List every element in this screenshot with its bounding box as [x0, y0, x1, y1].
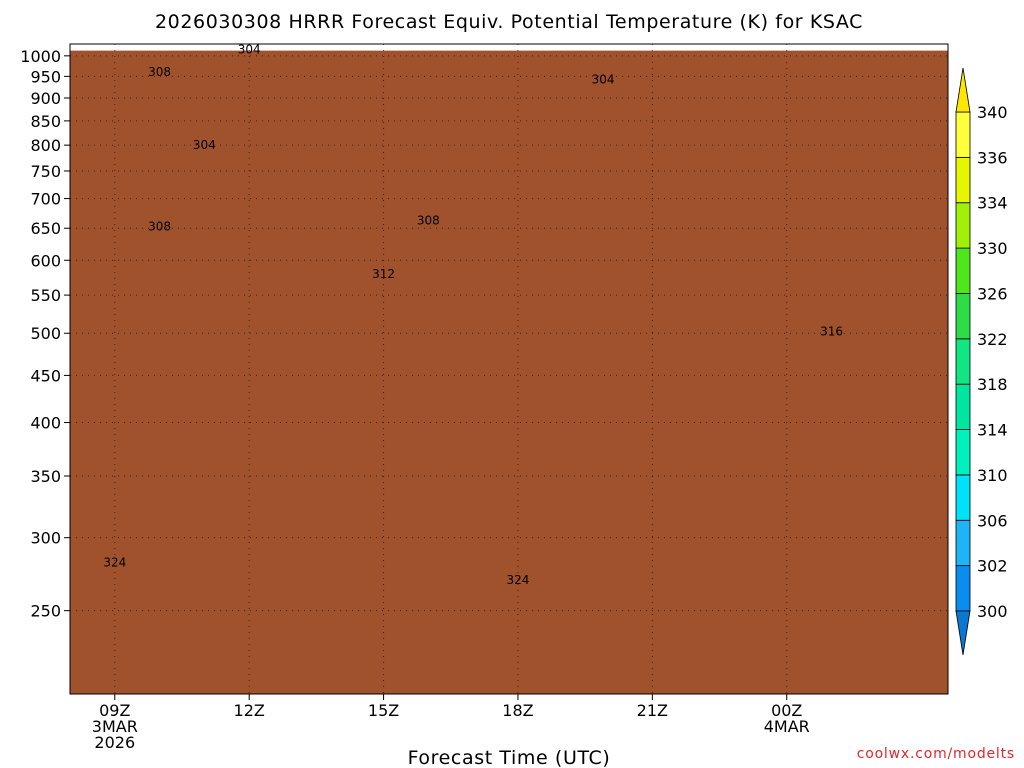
contour-label: 308 [148, 65, 171, 79]
x-tick-label: 09Z [99, 701, 130, 720]
x-tick-label: 3MAR [92, 717, 138, 736]
y-tick-label: 550 [30, 286, 61, 305]
contour-label: 304 [193, 138, 216, 152]
colorbar-label: 322 [977, 330, 1008, 349]
contour-label: 308 [148, 219, 171, 233]
colorbar-label: 310 [977, 466, 1008, 485]
colorbar-segment [955, 383, 971, 430]
y-tick-label: 900 [30, 89, 61, 108]
x-tick-label: 18Z [502, 701, 533, 720]
contour-label: 316 [820, 325, 843, 339]
colorbar-label: 318 [977, 375, 1008, 394]
colorbar-segment [955, 565, 971, 612]
y-tick-label: 450 [30, 366, 61, 385]
contour-label: 312 [372, 267, 395, 281]
credit-text: coolwx.com/modelts [857, 746, 1015, 762]
colorbar-label: 340 [977, 103, 1008, 122]
colorbar-segment [955, 429, 971, 476]
y-tick-label: 400 [30, 414, 61, 433]
y-tick-label: 750 [30, 162, 61, 181]
y-tick-label: 1000 [20, 47, 61, 66]
colorbar-label: 334 [977, 194, 1008, 213]
colorbar-extend-min [955, 610, 971, 656]
x-tick-label: 15Z [368, 701, 399, 720]
y-tick-label: 500 [30, 324, 61, 343]
y-tick-label: 600 [30, 251, 61, 270]
y-tick-label: 700 [30, 190, 61, 209]
contour-label: 324 [507, 573, 530, 587]
y-axis: 250 300 350 400 450 500 550 600 650 700 750 800 850 9… [20, 47, 70, 621]
colorbar-segment [955, 111, 971, 158]
colorbar-extend-max [955, 67, 971, 113]
y-tick-label: 350 [30, 467, 61, 486]
colorbar-label: 330 [977, 239, 1008, 258]
colorbar-segment [955, 519, 971, 567]
colorbar-label: 306 [977, 511, 1008, 530]
contour-label: 304 [592, 72, 615, 86]
y-tick-label: 800 [30, 136, 61, 155]
y-tick-label: 850 [30, 112, 61, 131]
colorbar-label: 302 [977, 557, 1008, 576]
colorbar-segment [955, 202, 971, 249]
x-tick-label: 2026 [94, 733, 135, 752]
colorbar-label: 336 [977, 148, 1008, 167]
x-tick-label: 21Z [637, 701, 668, 720]
colorbar: 300 302 306 310 314 318 322 326 330 334 336 340 [955, 67, 1008, 656]
y-tick-label: 250 [30, 602, 61, 621]
colorbar-label: 300 [977, 602, 1008, 621]
terrain [70, 50, 948, 694]
chart-title: 2026030308 HRRR Forecast Equiv. Potentia… [155, 11, 863, 33]
x-tick-label: 4MAR [764, 717, 810, 736]
colorbar-segment [955, 293, 971, 340]
colorbar-label: 326 [977, 284, 1008, 303]
x-tick-label: 12Z [234, 701, 265, 720]
y-tick-label: 950 [30, 67, 61, 86]
colorbar-label: 314 [977, 421, 1008, 440]
x-axis-title: Forecast Time (UTC) [408, 747, 611, 768]
colorbar-segment [955, 338, 971, 385]
x-tick-label: 00Z [771, 701, 802, 720]
plot-frame [69, 43, 949, 695]
y-tick-label: 650 [30, 219, 61, 238]
colorbar-segment [955, 156, 971, 204]
colorbar-segment [955, 247, 971, 294]
grid [70, 44, 948, 694]
contour-label: 324 [103, 555, 126, 569]
colorbar-segment [955, 474, 971, 521]
contour-label: 308 [417, 213, 440, 227]
y-tick-label: 300 [30, 529, 61, 548]
